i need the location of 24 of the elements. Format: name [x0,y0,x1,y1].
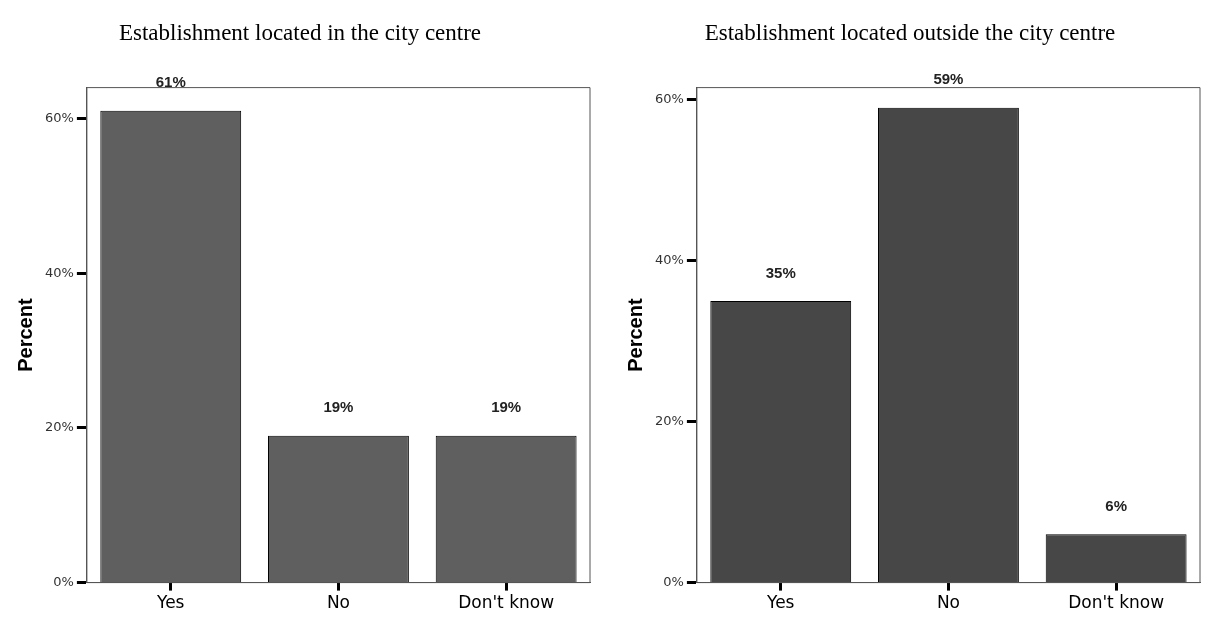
data-label: 59% [933,70,964,88]
data-label: 6% [1105,496,1127,514]
y-tick-label: 20% [654,413,684,428]
y-tick-label: 40% [654,252,684,268]
y-axis-title: Percent [13,298,36,372]
chart-title: Establishment located outside the city centre [704,19,1116,45]
data-label: 61% [155,73,186,91]
x-tick-label: Don't know [458,592,555,613]
y-axis-title: Percent [623,298,646,372]
data-label: 35% [765,263,796,281]
x-tick-label: Yes [766,592,795,613]
y-tick-label: 60% [44,109,74,125]
data-label: 19% [323,398,354,416]
y-tick-label: 40% [44,264,74,280]
chart-title: Establishment located in the city centre [118,19,482,45]
y-tick-label: 0% [663,573,684,589]
x-tick-label: No [326,592,351,613]
x-tick-label: No [936,592,961,613]
x-tick-label: Don't know [1068,592,1165,613]
y-tick-label: 0% [53,573,74,589]
y-tick-label: 60% [654,91,684,107]
x-tick-label: Yes [156,592,185,613]
y-tick-label: 20% [44,419,74,435]
data-label: 19% [491,398,522,416]
